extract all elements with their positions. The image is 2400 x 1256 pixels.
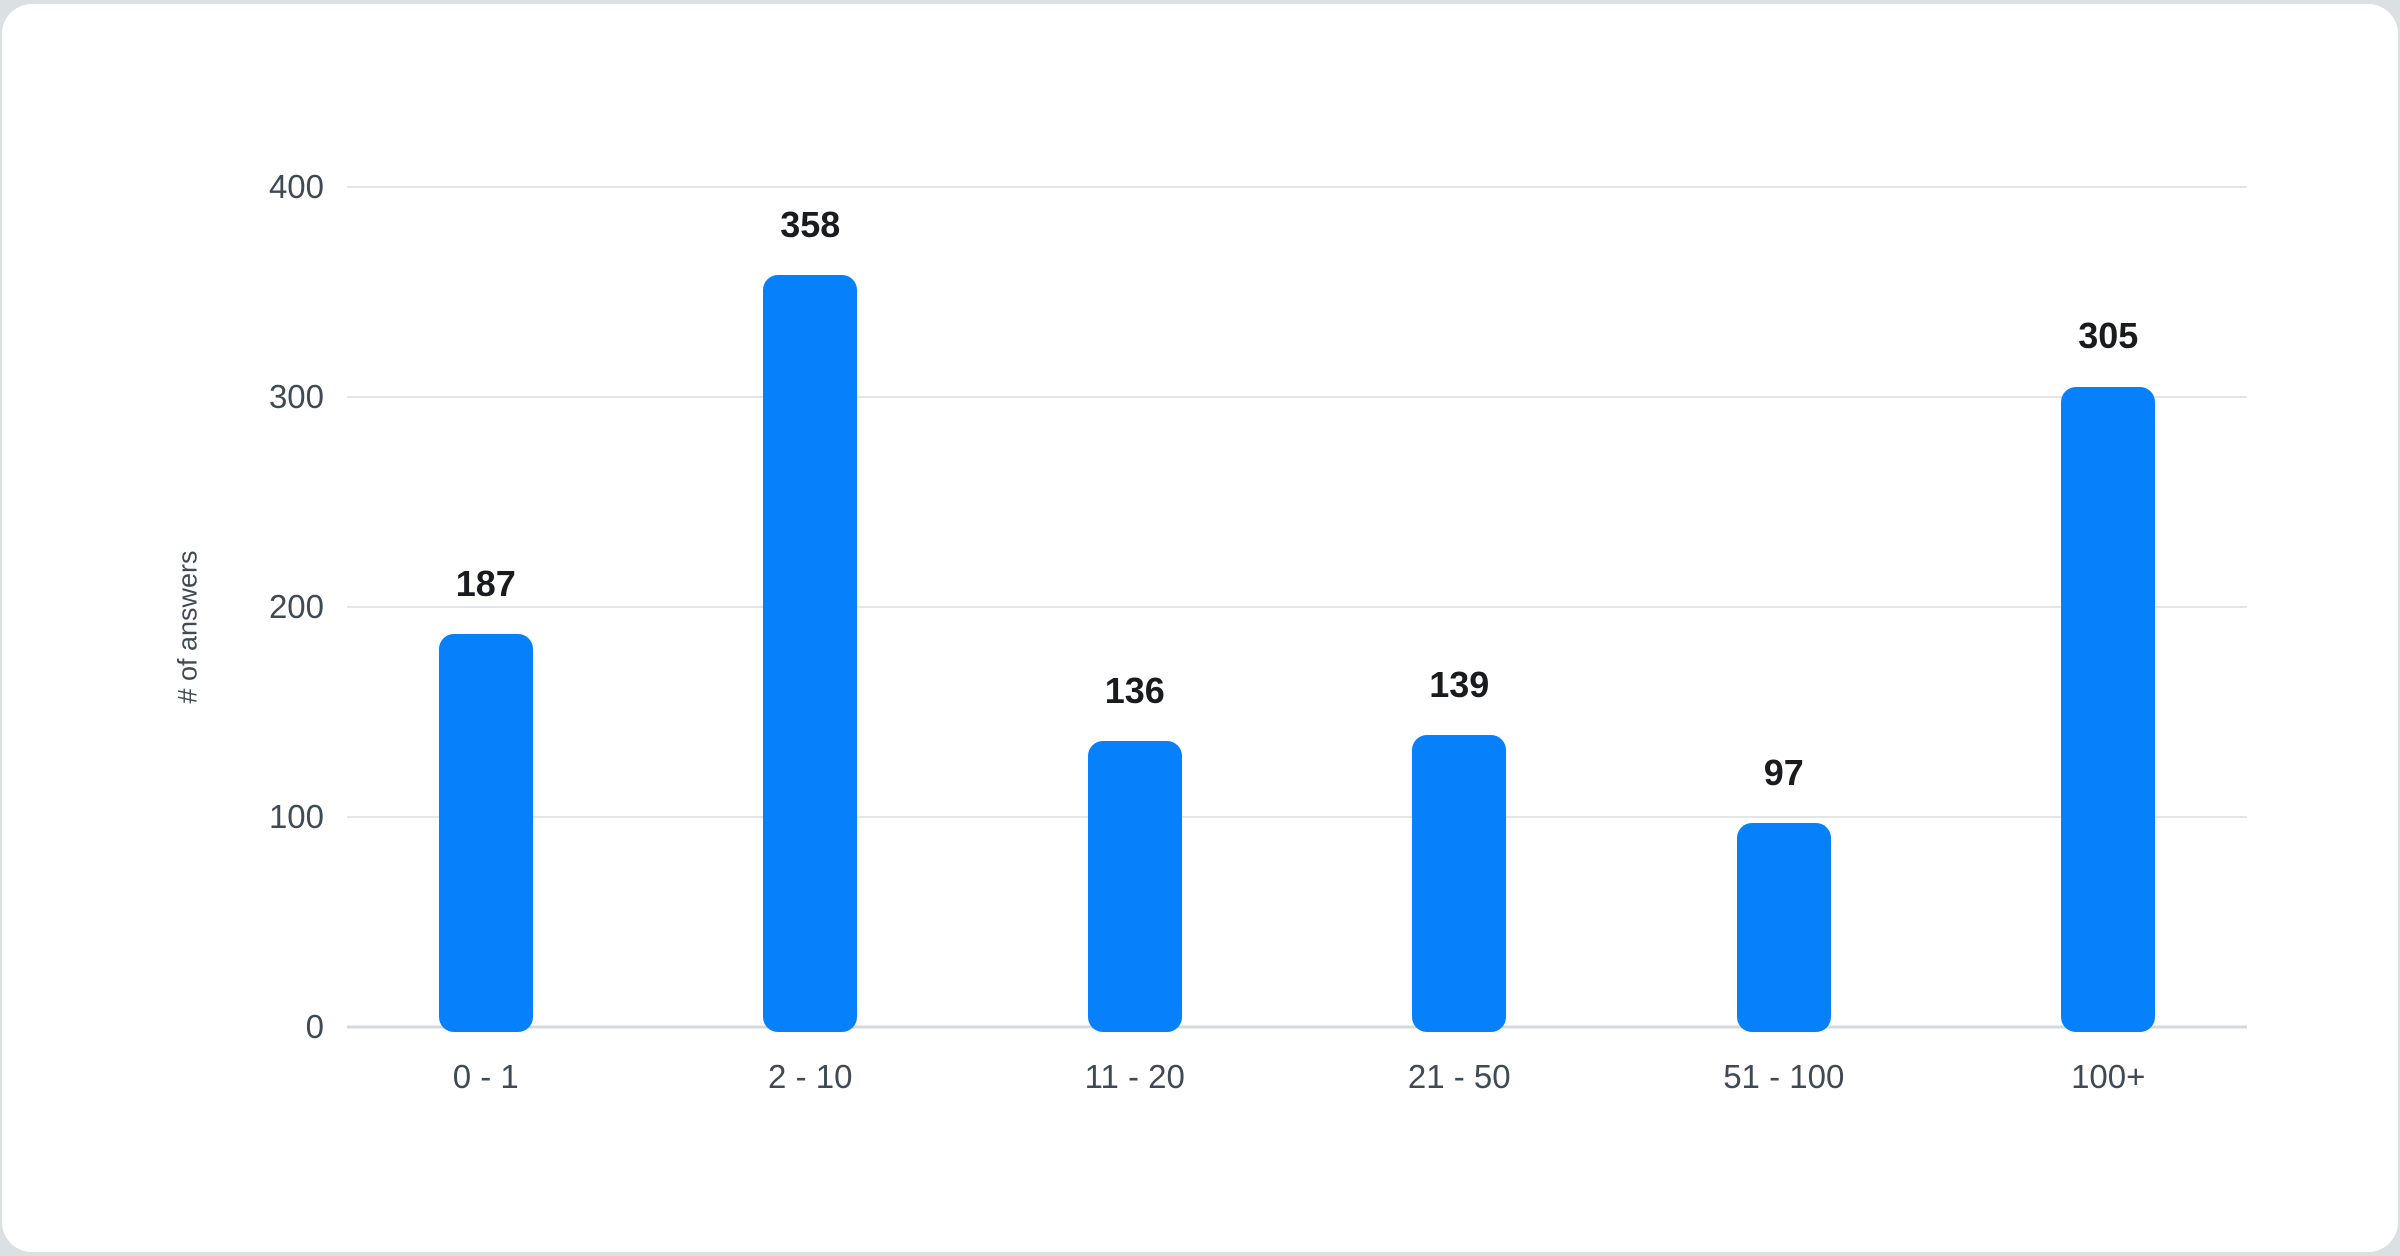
bar-21 - 50 [1412,735,1507,1032]
chart-card: # of answers 187 0 - 1 358 2 - 10 136 11 - 20… [2,4,2398,1252]
x-category-label: 21 - 50 [1407,1058,1511,1095]
bar-100+ [2061,386,2156,1032]
y-tick-label: 100 [268,797,324,835]
bar-2 - 10 [763,275,858,1032]
x-category-label: 11 - 20 [1084,1058,1185,1095]
y-axis-title: # of answers [172,550,203,704]
x-category-label: 51 - 100 [1723,1058,1845,1095]
bar-value-label: 136 [1104,670,1165,712]
bar-11 - 20 [1087,741,1182,1032]
bar-value-label: 97 [1763,751,1804,793]
plot-area: 187 0 - 1 358 2 - 10 136 11 - 20 139 21 - 50 97 5… [347,186,2247,1093]
gridline [347,606,2247,608]
bar-51 - 100 [1736,823,1831,1032]
gridline [347,396,2247,398]
bar-value-label: 305 [2078,315,2139,357]
y-tick-label: 400 [268,167,324,205]
bar-value-label: 187 [455,562,516,604]
x-category-label: 2 - 10 [768,1058,853,1095]
y-tick-label: 0 [305,1007,324,1045]
x-axis-baseline [347,1025,2247,1029]
y-tick-label: 300 [268,377,324,415]
bar-value-label: 358 [780,203,841,245]
bar-0 - 1 [438,634,533,1032]
gridline [347,816,2247,818]
gridline [347,186,2247,188]
x-category-label: 0 - 1 [452,1058,519,1095]
x-category-label: 100+ [2071,1058,2146,1095]
y-tick-label: 200 [268,587,324,625]
bar-value-label: 139 [1429,663,1490,705]
